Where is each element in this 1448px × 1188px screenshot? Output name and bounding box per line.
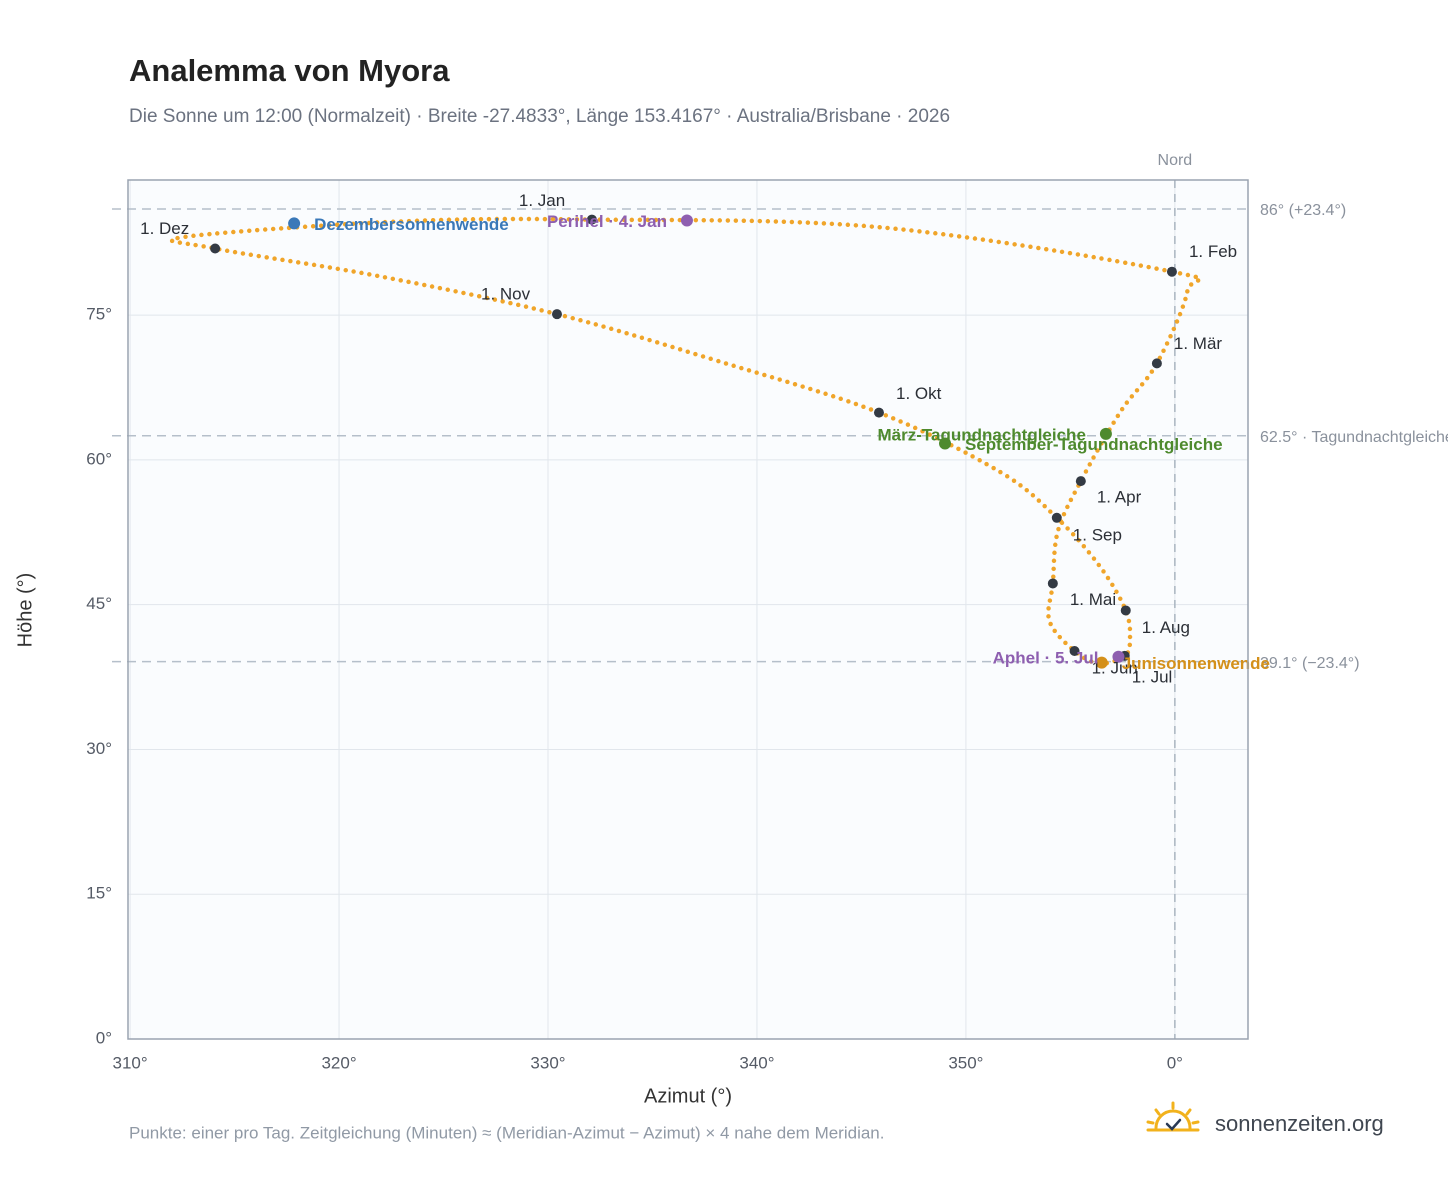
month-marker (1120, 605, 1131, 616)
month-marker (1051, 512, 1062, 523)
plot-area (128, 180, 1248, 1039)
x-tick-label: 0° (1167, 1053, 1183, 1072)
month-marker (1075, 476, 1086, 487)
x-tick-label: 340° (739, 1053, 774, 1072)
y-tick-label: 15° (86, 884, 112, 903)
event-marker (939, 437, 952, 450)
brand: sonnenzeiten.org (1215, 1111, 1384, 1136)
reference-label: 86° (+23.4°) (1260, 202, 1346, 219)
month-label: 1. Mär (1174, 334, 1223, 353)
event-label: März-Tagundnachtgleiche (877, 425, 1085, 444)
x-tick-label: 350° (948, 1053, 983, 1072)
month-label: 1. Nov (481, 285, 531, 304)
x-axis-label: Azimut (°) (644, 1085, 732, 1107)
event-marker (680, 214, 693, 227)
month-marker (551, 309, 562, 320)
footnote: Punkte: einer pro Tag. Zeitgleichung (Mi… (129, 1123, 885, 1142)
y-tick-label: 45° (86, 594, 112, 613)
event-marker (288, 217, 301, 230)
event-marker (1095, 656, 1108, 669)
y-tick-label: 30° (86, 739, 112, 758)
month-marker (1069, 646, 1080, 657)
meridian-label: Nord (1158, 152, 1193, 169)
month-label: 1. Jul (1132, 667, 1173, 686)
chart-subtitle: Die Sonne um 12:00 (Normalzeit) · Breite… (129, 106, 950, 127)
event-marker (1099, 427, 1112, 440)
plot-frame (127, 179, 1249, 1040)
event-label: Junisonnenwende (1122, 654, 1270, 673)
analemma-curve (169, 216, 1203, 666)
month-label: 1. Okt (896, 384, 942, 403)
month-label: 1. Dez (140, 219, 189, 238)
y-tick-label: 60° (86, 449, 112, 468)
month-label: 1. Jun (1092, 658, 1138, 677)
event-marker (1112, 650, 1125, 663)
x-tick-label: 310° (113, 1053, 148, 1072)
month-label: 1. Mai (1070, 590, 1116, 609)
x-tick-label: 320° (321, 1053, 356, 1072)
month-marker (873, 407, 884, 418)
event-label: September-Tagundnachtgleiche (965, 435, 1223, 454)
brand-logo (1146, 1101, 1200, 1132)
event-label: Dezembersonnenwende (314, 215, 509, 234)
month-marker (1047, 578, 1058, 589)
month-label: 1. Jan (519, 191, 565, 210)
month-marker (586, 214, 597, 225)
x-tick-label: 330° (530, 1053, 565, 1072)
month-marker (1166, 266, 1177, 277)
month-marker (1151, 358, 1162, 369)
event-label: Perihel · 4. Jan (547, 212, 667, 231)
y-tick-label: 0° (96, 1028, 112, 1047)
y-axis-label: Höhe (°) (14, 573, 36, 648)
event-label: Aphel · 5. Jul (993, 648, 1099, 667)
reference-label: 39.1° (−23.4°) (1260, 655, 1360, 672)
month-marker (210, 243, 221, 254)
chart-title: Analemma von Myora (129, 53, 450, 88)
month-label: 1. Aug (1142, 618, 1190, 637)
reference-label: 62.5° · Tagundnachtgleiche (1260, 429, 1448, 446)
y-tick-label: 75° (86, 305, 112, 324)
month-label: 1. Apr (1097, 488, 1142, 507)
month-label: 1. Feb (1189, 242, 1237, 261)
month-label: 1. Sep (1073, 525, 1122, 544)
